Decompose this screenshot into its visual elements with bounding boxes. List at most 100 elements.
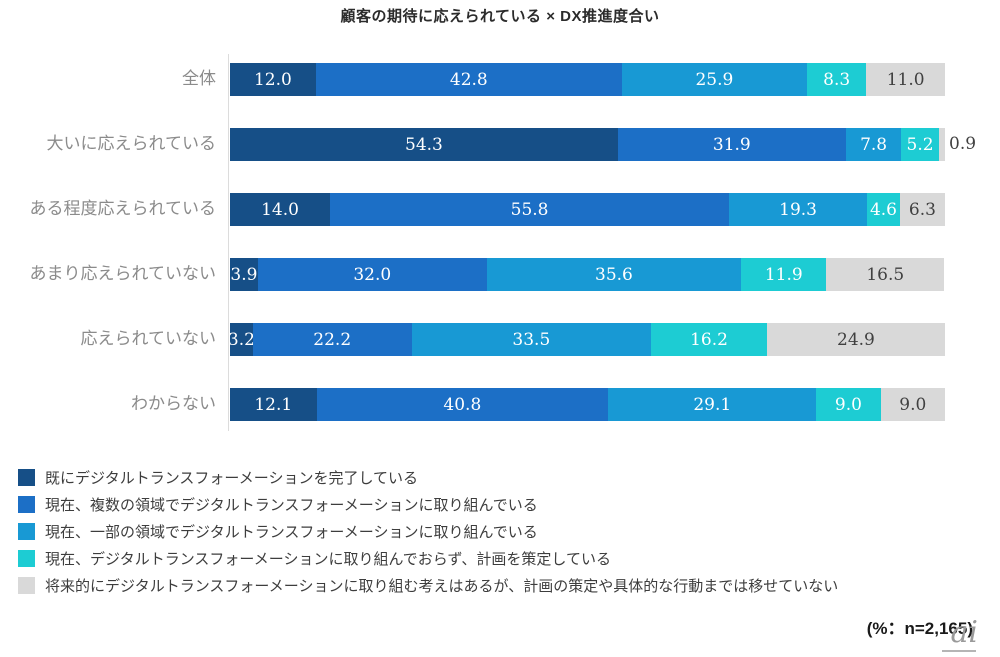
segment-value: 25.9	[695, 69, 734, 90]
segment-value: 19.3	[779, 199, 817, 220]
legend-item: 既にデジタルトランスフォーメーションを完了している	[18, 464, 838, 491]
category-label: 応えられていない	[80, 329, 217, 349]
legend-swatch	[18, 577, 35, 594]
segment-value: 5.2	[906, 134, 934, 155]
bar-segment: 4.6	[867, 193, 900, 226]
segment-value: 55.8	[510, 199, 549, 220]
bar-segment: 22.2	[252, 323, 412, 356]
legend-label: 現在、一部の領域でデジタルトランスフォーメーションに取り組んでいる	[45, 524, 538, 541]
segment-value: 32.0	[353, 264, 392, 285]
bar-segment: 12.1	[230, 388, 317, 421]
bar-segment: 9.0	[816, 388, 881, 421]
bar-segment: 7.8	[845, 128, 902, 161]
bar-segment: 8.3	[806, 63, 867, 96]
segment-value: 22.2	[313, 329, 352, 350]
segment-value: 54.3	[405, 134, 443, 155]
legend-item: 現在、デジタルトランスフォーメーションに取り組んでおらず、計画を策定している	[18, 545, 838, 572]
legend-item: 将来的にデジタルトランスフォーメーションに取り組む考えはあるが、計画の策定や具体…	[18, 572, 838, 599]
stacked-bar: 54.3 31.9 7.8 5.2 0.9	[230, 128, 976, 161]
bar-segment: 12.0	[230, 63, 316, 96]
segment-value: 33.5	[512, 329, 551, 350]
segment-value: 9.0	[834, 394, 862, 415]
bar-segment: 33.5	[411, 323, 652, 356]
category-label: 大いに応えられている	[46, 134, 217, 154]
bar-segment: 42.8	[315, 63, 622, 96]
segment-value: 31.9	[712, 134, 751, 155]
bar-segment: 55.8	[330, 193, 730, 226]
legend-swatch	[18, 550, 35, 567]
bar-segment: 3.2	[227, 323, 255, 356]
stacked-bar: 12.1 40.8 29.1 9.0 9.0	[230, 388, 945, 421]
segment-value: 9.0	[899, 394, 927, 415]
bar-segment: 25.9	[621, 63, 807, 96]
bar-segment: 3.9	[230, 258, 258, 291]
bar-row: あまり応えられていない 3.9 32.0 35.6 11.9 16.5	[0, 258, 1000, 291]
bar-segment: 11.9	[741, 258, 827, 291]
bar-segment: 29.1	[608, 388, 817, 421]
category-label: わからない	[131, 394, 216, 414]
segment-value: 16.2	[690, 329, 728, 350]
category-label: あまり応えられていない	[29, 264, 217, 284]
segment-value: 11.0	[886, 69, 925, 90]
segment-value: 12.0	[253, 69, 292, 90]
bar-row: 大いに応えられている 54.3 31.9 7.8 5.2 0.9	[0, 128, 1000, 161]
plot-area: 全体 12.0 42.8 25.9 8.3 11.0 大いに応えられている 54.3 31.9 7…	[0, 54, 1000, 434]
watermark-underline	[942, 650, 976, 652]
segment-value: 6.3	[908, 199, 936, 220]
stacked-bar: 12.0 42.8 25.9 8.3 11.0	[230, 63, 945, 96]
segment-value: 24.9	[837, 329, 875, 350]
segment-value: 16.5	[866, 264, 905, 285]
segment-value: 35.6	[595, 264, 633, 285]
stacked-bar: 14.0 55.8 19.3 4.6 6.3	[230, 193, 945, 226]
legend: 既にデジタルトランスフォーメーションを完了している現在、複数の領域でデジタルトラ…	[18, 464, 838, 599]
bar-segment: 32.0	[257, 258, 487, 291]
bar-row: 応えられていない 3.2 22.2 33.5 16.2 24.9	[0, 323, 1000, 356]
legend-item: 現在、複数の領域でデジタルトランスフォーメーションに取り組んでいる	[18, 491, 838, 518]
legend-swatch	[18, 523, 35, 540]
bar-segment: 16.2	[651, 323, 767, 356]
category-label: ある程度応えられている	[29, 199, 217, 219]
segment-value: 4.6	[869, 199, 897, 220]
segment-value: 3.2	[227, 329, 255, 350]
segment-value: 7.8	[860, 134, 888, 155]
bar-segment: 40.8	[316, 388, 609, 421]
segment-value: 29.1	[693, 394, 732, 415]
legend-label: 現在、複数の領域でデジタルトランスフォーメーションに取り組んでいる	[45, 497, 538, 514]
sample-size-note: (%：n=2,165)	[866, 619, 973, 638]
legend-swatch	[18, 469, 35, 486]
legend-label: 既にデジタルトランスフォーメーションを完了している	[45, 470, 419, 487]
y-axis-line	[228, 54, 229, 431]
segment-value: 11.9	[764, 264, 803, 285]
bar-segment: 5.2	[901, 128, 939, 161]
bar-segment: 16.5	[826, 258, 945, 291]
bar-segment: 24.9	[766, 323, 945, 356]
bar-segment: 14.0	[230, 193, 331, 226]
stacked-bar: 3.2 22.2 33.5 16.2 24.9	[227, 323, 945, 356]
watermark-logo: ai	[950, 615, 978, 650]
bar-segment: 54.3	[230, 128, 618, 161]
legend-label: 将来的にデジタルトランスフォーメーションに取り組む考えはあるが、計画の策定や具体…	[45, 578, 839, 595]
segment-value: 40.8	[443, 394, 482, 415]
segment-value: 12.1	[254, 394, 293, 415]
bar-segment: 6.3	[899, 193, 945, 226]
bar-segment	[938, 128, 946, 161]
legend-item: 現在、一部の領域でデジタルトランスフォーメーションに取り組んでいる	[18, 518, 838, 545]
bar-row: ある程度応えられている 14.0 55.8 19.3 4.6 6.3	[0, 193, 1000, 226]
bar-segment: 19.3	[729, 193, 868, 226]
chart-title: 顧客の期待に応えられている × DX推進度合い	[340, 8, 660, 25]
segment-value-outside: 0.9	[949, 134, 977, 154]
bar-segment: 31.9	[617, 128, 846, 161]
bar-row: わからない 12.1 40.8 29.1 9.0 9.0	[0, 388, 1000, 421]
bar-segment: 9.0	[880, 388, 945, 421]
legend-swatch	[18, 496, 35, 513]
stacked-bar: 3.9 32.0 35.6 11.9 16.5	[230, 258, 945, 291]
bar-row: 全体 12.0 42.8 25.9 8.3 11.0	[0, 63, 1000, 96]
segment-value: 8.3	[823, 69, 851, 90]
segment-value: 14.0	[261, 199, 299, 220]
legend-label: 現在、デジタルトランスフォーメーションに取り組んでおらず、計画を策定している	[45, 551, 611, 568]
segment-value: 42.8	[449, 69, 488, 90]
bar-segment: 11.0	[866, 63, 945, 96]
bar-segment: 35.6	[486, 258, 742, 291]
category-label: 全体	[182, 69, 216, 89]
